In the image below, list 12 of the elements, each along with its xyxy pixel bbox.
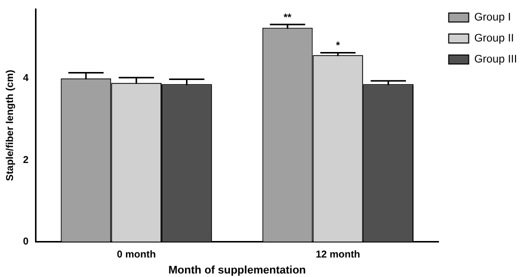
- x-tick-label: 0 month: [116, 250, 156, 261]
- annotation: **: [284, 12, 292, 24]
- x-tick-label: 12 month: [316, 250, 360, 261]
- legend-label: Group III: [474, 54, 517, 66]
- y-tick-label: 4: [23, 73, 29, 84]
- y-tick-label: 0: [23, 236, 29, 248]
- y-axis-title: Staple/fiber length (cm): [4, 70, 16, 181]
- x-axis-title: Month of supplementation: [168, 264, 306, 276]
- legend-label: Group II: [474, 32, 514, 45]
- legend-label: Group I: [474, 12, 511, 24]
- y-tick-label: 2: [23, 154, 29, 166]
- annotation: *: [336, 40, 340, 52]
